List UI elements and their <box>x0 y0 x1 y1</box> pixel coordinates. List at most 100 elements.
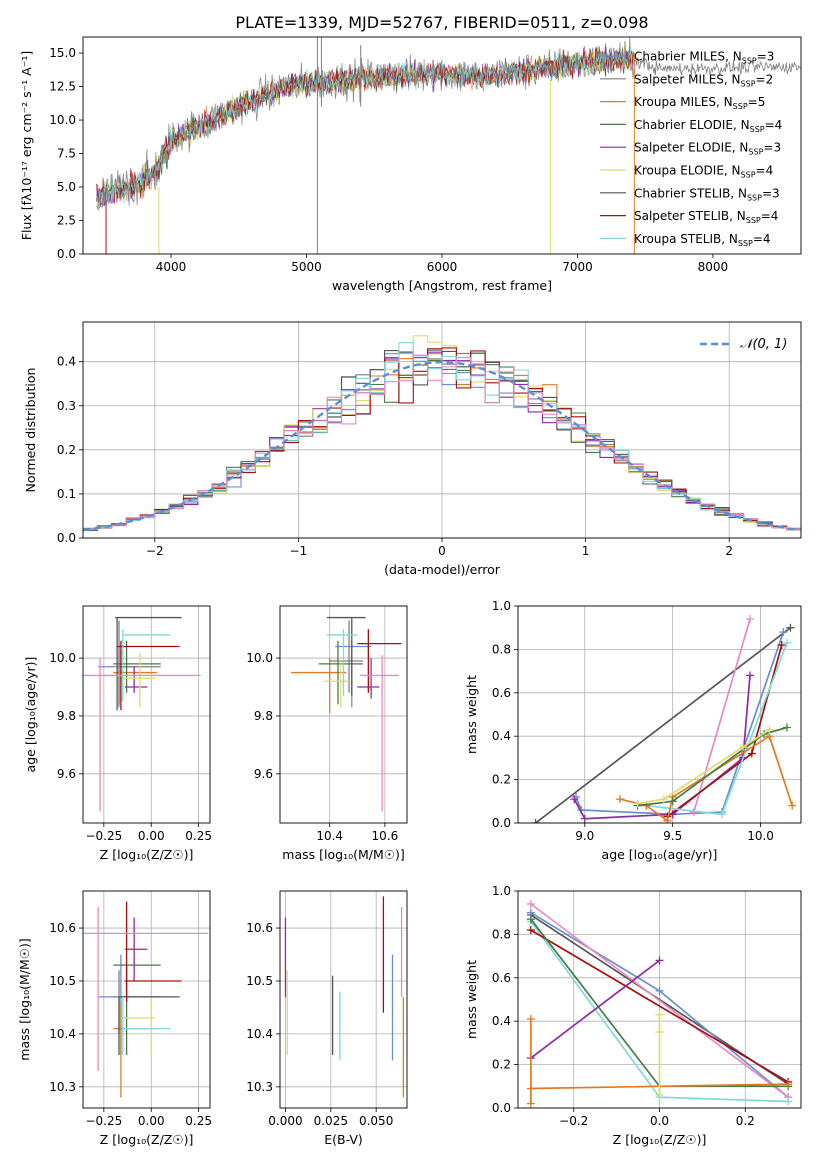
weight-marker <box>526 1084 535 1093</box>
x-axis-label: E(B-V) <box>324 1132 363 1147</box>
legend-entry: Chabrier ELODIE, NSSP=4 <box>634 118 782 134</box>
panel-age-vs-mass: 10.4 10.6 9.6 9.8 10.0 mass [log₁₀(M/M☉)] <box>246 605 408 862</box>
legend-entry: Kroupa MILES, NSSP=5 <box>634 95 765 111</box>
x-tick-label: 0.050 <box>359 1114 393 1128</box>
y-tick-label: 0.1 <box>57 487 76 501</box>
axes-frame <box>82 890 211 1109</box>
y-tick-label: 10.5 <box>49 974 76 988</box>
x-tick-label: 0.25 <box>185 1114 212 1128</box>
spectrum-line <box>96 47 635 208</box>
y-tick-label: 0.2 <box>57 443 76 457</box>
y-tick-label: 0.2 <box>492 1058 511 1072</box>
weight-marker <box>526 1099 535 1108</box>
weight-marker <box>655 1010 664 1019</box>
weight-marker <box>746 615 755 624</box>
y-tick-label: 0.4 <box>492 729 511 743</box>
panel-weight-vs-Z: −0.2 0.0 0.2 0.0 0.2 0.4 0.6 0.8 1.0 Z [log₁₀(Z/Z… <box>464 884 802 1147</box>
x-tick-label: 0.0 <box>650 1114 669 1128</box>
x-tick-label: 0.000 <box>268 1114 302 1128</box>
weight-marker <box>784 1080 793 1089</box>
x-tick-label: 1 <box>582 544 590 558</box>
figure-title: PLATE=1339, MJD=52767, FIBERID=0511, z=0… <box>235 13 648 32</box>
plot-area-mass-vs-EBV <box>284 896 405 1098</box>
weight-marker <box>580 814 589 823</box>
y-tick-label: 10.4 <box>49 1027 76 1041</box>
plot-area-weight-vs-Z <box>526 900 793 1108</box>
plot-area-age-vs-Z <box>83 616 201 812</box>
legend-entry: Chabrier STELIB, NSSP=3 <box>634 186 780 202</box>
y-tick-label: 0.4 <box>57 355 76 369</box>
y-tick-label: 0.0 <box>57 247 76 261</box>
y-tick-label: 1.0 <box>492 599 511 613</box>
y-tick-label: 0.3 <box>57 399 76 413</box>
weight-line <box>535 627 792 823</box>
y-tick-label: 9.6 <box>254 767 273 781</box>
panel-weight-vs-age: 9.0 9.5 10.0 0.0 0.2 0.4 0.6 0.8 1.0 age [log₁₀(a… <box>464 599 802 862</box>
y-tick-label: 12.5 <box>49 80 76 94</box>
weight-marker <box>788 801 797 810</box>
y-tick-label: 5.0 <box>57 180 76 194</box>
y-axis-label: age [log₁₀(age/yr)] <box>23 657 38 773</box>
figure-content: 4000 5000 6000 7000 80000.02.55.07.510.012.5… <box>17 36 802 1147</box>
y-axis-label: mass [log₁₀(M/M☉)] <box>17 938 32 1060</box>
plot-area-spectrum <box>96 37 801 254</box>
axes-frame <box>517 605 802 824</box>
weight-marker <box>777 641 786 650</box>
plot-area-mass-vs-Z <box>83 901 209 1098</box>
y-tick-label: 0.6 <box>492 971 511 985</box>
x-axis-label: mass [log₁₀(M/M☉)] <box>282 847 404 862</box>
x-tick-label: 8000 <box>698 260 729 274</box>
weight-marker <box>782 638 791 647</box>
y-tick-label: 10.3 <box>246 1080 273 1094</box>
x-tick-label: 0.00 <box>138 1114 165 1128</box>
y-tick-label: 0.0 <box>57 531 76 545</box>
y-tick-label: 15.0 <box>49 46 76 60</box>
x-axis-label: Z [log₁₀(Z/Z☉)] <box>100 847 194 862</box>
weight-marker <box>526 900 535 909</box>
weight-line <box>530 903 789 1098</box>
x-tick-label: 0.2 <box>736 1114 755 1128</box>
legend-entry: Salpeter STELIB, NSSP=4 <box>634 209 778 225</box>
x-axis-label: Z [log₁₀(Z/Z☉)] <box>100 1132 194 1147</box>
x-axis-label: (data-model)/error <box>384 562 501 577</box>
y-tick-label: 10.5 <box>246 974 273 988</box>
x-tick-label: −2 <box>146 544 164 558</box>
weight-line <box>692 618 751 813</box>
weight-marker <box>746 671 755 680</box>
x-tick-label: 0.00 <box>138 829 165 843</box>
x-tick-label: 4000 <box>156 260 187 274</box>
weight-line <box>637 726 788 807</box>
y-axis-label: mass weight <box>464 960 479 1039</box>
weight-marker <box>655 1028 664 1037</box>
x-tick-label: 2 <box>725 544 733 558</box>
weight-marker <box>655 956 664 965</box>
y-tick-label: 10.6 <box>246 921 273 935</box>
weight-line <box>573 675 751 820</box>
weight-line <box>530 959 661 1059</box>
x-axis-label: wavelength [Angstrom, rest frame] <box>332 278 552 293</box>
x-tick-label: 0.25 <box>185 829 212 843</box>
y-tick-label: 0.0 <box>492 1101 511 1115</box>
y-axis-label: Flux [fλ10⁻¹⁷ erg cm⁻² s⁻¹ A⁻¹] <box>19 51 34 240</box>
weight-marker <box>779 628 788 637</box>
weight-line <box>530 929 789 1083</box>
y-tick-label: 1.0 <box>492 884 511 898</box>
x-tick-label: 9.0 <box>575 829 594 843</box>
weight-marker <box>615 795 624 804</box>
spectrum-line <box>634 57 801 76</box>
weight-marker <box>570 795 579 804</box>
weight-marker <box>655 1090 664 1099</box>
weight-marker <box>747 749 756 758</box>
y-tick-label: 7.5 <box>57 147 76 161</box>
x-tick-label: −0.25 <box>85 829 122 843</box>
y-axis-label: mass weight <box>464 675 479 754</box>
x-tick-label: 10.0 <box>747 829 774 843</box>
weight-marker <box>526 1015 535 1024</box>
weight-marker <box>668 797 677 806</box>
axes-frame <box>279 890 408 1109</box>
weight-line <box>575 631 785 816</box>
weight-marker <box>717 810 726 819</box>
y-tick-label: 0.8 <box>492 642 511 656</box>
weight-line <box>637 728 770 805</box>
